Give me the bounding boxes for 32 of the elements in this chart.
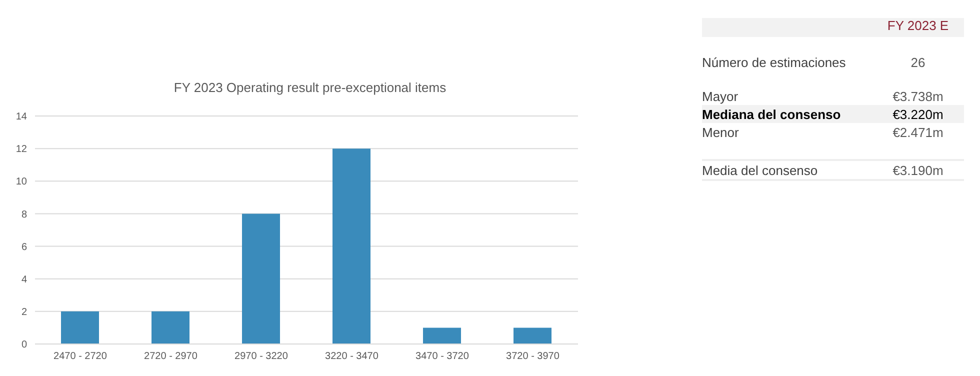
bar [152,311,190,344]
bar [61,311,99,344]
text: €3.738m [892,88,944,104]
category-label: Media del consenso [702,162,819,178]
y-tick-label: 6 [21,242,28,253]
y-tick-label: 4 [21,274,28,286]
y-tick-label: 2 [21,306,28,318]
text: €2.471m [892,124,944,140]
x-tick-label: 3220 - 3470 [325,351,379,362]
category-label: Número de estimaciones [702,54,847,70]
text: €3.190m [892,162,944,178]
bar [242,214,280,344]
x-tick-label: 3720 - 3970 [506,351,560,362]
x-tick-label: 2970 - 3220 [234,351,288,362]
y-tick-label: 12 [16,144,28,156]
y-tick-label: 0 [21,340,28,351]
bar [332,148,370,344]
y-tick-label: 8 [21,209,28,220]
y-tick-label: 14 [16,112,28,123]
chart-title: FY 2023 Operating result pre-exceptional items [172,80,448,97]
category-label: Mediana del consenso [702,106,842,122]
text: FY 2023 E [886,18,950,35]
bar [514,328,552,344]
bar [423,328,461,344]
x-tick-label: 2470 - 2720 [54,351,108,362]
text: 26 [910,54,926,70]
x-tick-label: 2720 - 2970 [144,351,198,362]
y-tick-label: 10 [16,176,28,188]
x-tick-label: 3470 - 3720 [416,351,470,362]
text: €3.220m [892,106,944,122]
category-label: Menor [702,124,740,140]
category-label: Mayor [702,88,740,104]
